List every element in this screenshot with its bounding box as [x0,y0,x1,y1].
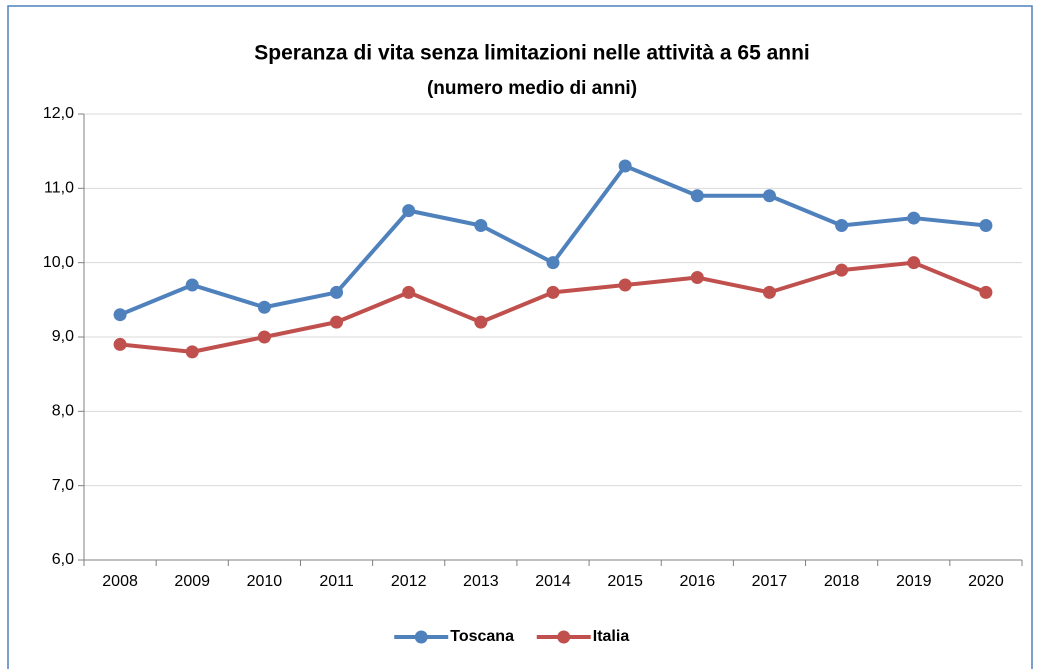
series-marker [257,330,271,344]
x-tick-label: 2010 [247,573,283,590]
series-marker [762,189,776,203]
series-marker [185,278,199,292]
y-tick-label: 7,0 [52,477,74,494]
series-marker [835,263,849,277]
series-marker [185,345,199,359]
series-marker [330,285,344,299]
y-tick-label: 9,0 [52,328,74,345]
series-marker [835,219,849,232]
chart-subtitle: (numero medio di anni) [427,78,637,99]
series-marker [690,271,704,285]
y-tick-label: 10,0 [43,254,74,271]
x-tick-label: 2018 [824,573,860,590]
series-marker [979,285,993,299]
series-marker [979,219,993,232]
series-marker [618,159,632,173]
x-tick-label: 2020 [968,573,1004,590]
x-tick-label: 2019 [896,573,932,590]
series-marker [402,204,416,218]
series-marker [618,278,632,292]
chart-title: Speranza di vita senza limitazioni nelle… [254,42,810,65]
series-marker [257,300,271,314]
legend-marker [557,630,571,644]
x-tick-label: 2008 [102,573,138,590]
y-tick-label: 6,0 [52,551,74,568]
series-marker [330,315,344,329]
series-marker [546,256,560,270]
legend-label: Italia [593,628,630,645]
series-marker [907,256,921,270]
series-marker [113,337,127,351]
series-marker [402,285,416,299]
series-marker [762,285,776,299]
x-tick-label: 2009 [174,573,210,590]
series-marker [907,211,921,225]
x-tick-label: 2014 [535,573,571,590]
series-marker [474,219,488,232]
x-tick-label: 2016 [680,573,716,590]
series-marker [546,285,560,299]
series-marker [474,315,488,329]
x-tick-label: 2015 [607,573,643,590]
series-marker [113,308,127,322]
series-marker [690,189,704,203]
y-tick-label: 11,0 [44,180,74,197]
y-tick-label: 8,0 [52,403,74,420]
x-tick-label: 2011 [319,573,354,590]
legend-label: Toscana [450,628,514,645]
x-tick-label: 2012 [391,573,427,590]
x-tick-label: 2017 [752,573,788,590]
y-tick-label: 12,0 [43,105,74,122]
x-tick-label: 2013 [463,573,499,590]
legend-marker [414,630,428,644]
